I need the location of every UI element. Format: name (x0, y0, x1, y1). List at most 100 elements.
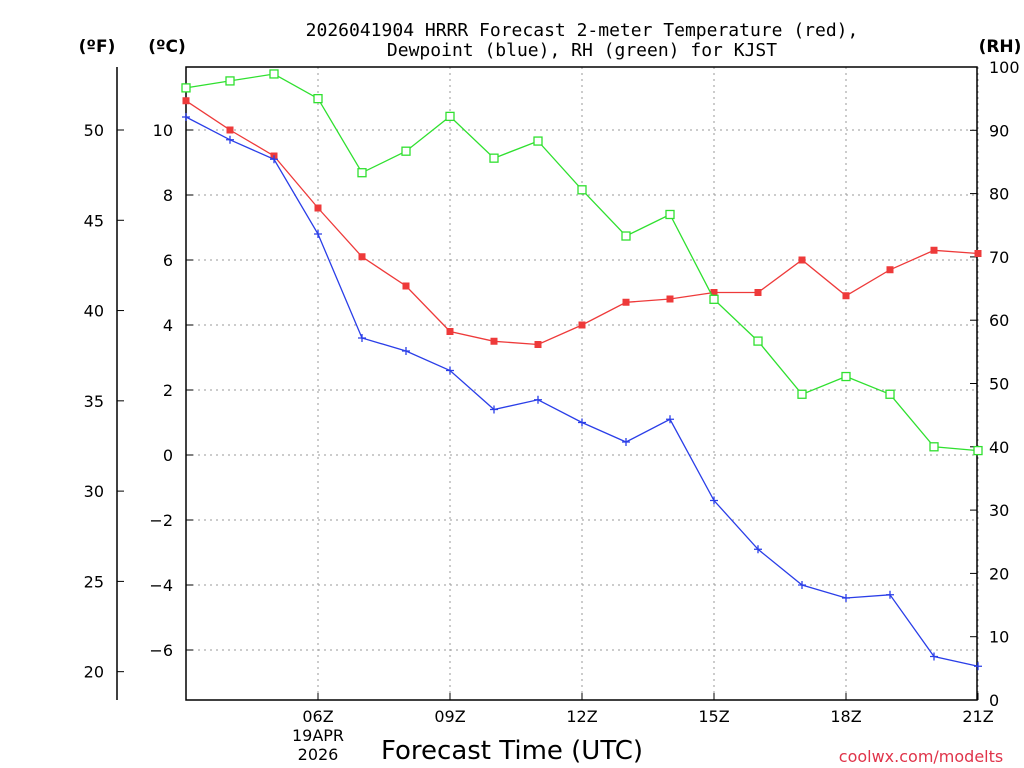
rh-tick-label: 30 (989, 501, 1009, 520)
temperature-point (490, 337, 498, 345)
data-series (181, 69, 983, 671)
fahrenheit-tick-label: 30 (84, 482, 104, 501)
gridlines (186, 67, 979, 700)
fahrenheit-unit-label: (ºF) (79, 37, 116, 57)
temperature-point (754, 289, 762, 296)
year-label: 2026 (298, 745, 339, 764)
dewpoint-point (490, 405, 498, 414)
rh-tick-label: 90 (989, 121, 1009, 140)
temperature-point (710, 289, 718, 296)
fahrenheit-tick-label: 25 (84, 572, 104, 591)
rh-point (753, 336, 763, 346)
temperature-point (930, 246, 938, 254)
rh-tick-label: 100 (989, 58, 1020, 77)
temperature-point (578, 321, 586, 329)
rh-unit-label: (RH) (979, 37, 1022, 57)
fahrenheit-tick-label: 45 (84, 211, 104, 230)
rh-point (225, 76, 235, 86)
rh-point (577, 185, 587, 195)
dewpoint-point (314, 230, 322, 238)
time-tick-label: 18Z (830, 707, 861, 726)
rh-point (313, 94, 323, 104)
celsius-tick-label: 2 (163, 381, 173, 400)
time-tick-label: 21Z (962, 707, 993, 726)
dewpoint-point (182, 113, 190, 121)
dewpoint-point (754, 545, 762, 554)
rh-point (181, 83, 191, 93)
celsius-tick-label: 6 (163, 251, 173, 270)
celsius-tick-label: 0 (163, 446, 173, 465)
rh-tick-label: 40 (989, 438, 1009, 457)
rh-point (929, 442, 939, 452)
temperature-point (842, 292, 850, 300)
x-axis-title: Forecast Time (UTC) (381, 736, 643, 766)
dewpoint-point (578, 418, 586, 427)
celsius-unit-label: (ºC) (148, 37, 186, 57)
time-tick-label: 09Z (434, 707, 465, 726)
rh-point (621, 231, 631, 241)
rh-tick-label: 50 (989, 375, 1009, 394)
temperature-point (798, 256, 806, 264)
rh-point (401, 146, 411, 156)
rh-point (665, 209, 675, 220)
dewpoint-point (402, 347, 410, 355)
temperature-point (622, 298, 630, 306)
temperature-point (226, 126, 234, 134)
temperature-point (534, 341, 542, 348)
rh-point (797, 389, 807, 399)
rh-tick-label: 80 (989, 185, 1009, 204)
celsius-tick-label: −6 (149, 641, 173, 660)
rh-point (533, 136, 543, 146)
fahrenheit-tick-label: 40 (84, 302, 104, 321)
dewpoint-point (446, 366, 454, 375)
dewpoint-point (534, 395, 542, 404)
plot-frame (185, 66, 978, 701)
rh-point (357, 168, 367, 178)
fahrenheit-tick-label: 35 (84, 392, 104, 411)
fahrenheit-axis-ticks: 50 45 40 35 30 25 20 (84, 121, 124, 682)
rh-point (841, 371, 851, 382)
temperature-point (402, 282, 410, 290)
rh-point (445, 111, 455, 122)
rh-tick-label: 70 (989, 248, 1009, 267)
title: 2026041904 HRRR Forecast 2-meter Tempera… (306, 20, 859, 61)
temperature-point (182, 97, 190, 105)
dewpoint-point (886, 590, 894, 599)
dewpoint-point (842, 594, 850, 602)
rh-point (269, 69, 279, 79)
temperature-point (314, 204, 322, 212)
celsius-axis-ticks: 10 8 6 4 2 0 −2 −4 −6 (149, 121, 193, 660)
rh-point (973, 445, 983, 456)
temperature-point (358, 253, 366, 261)
temperature-point (974, 250, 982, 257)
temperature-point (446, 328, 454, 335)
fahrenheit-tick-label: 20 (84, 663, 104, 682)
dewpoint-point (930, 652, 938, 661)
date-label: 19APR (292, 726, 344, 745)
dewpoint-point (798, 581, 806, 589)
celsius-tick-label: 8 (163, 186, 173, 205)
rh-tick-label: 20 (989, 564, 1009, 583)
celsius-tick-label: −2 (149, 511, 173, 530)
dewpoint-point (270, 155, 278, 164)
celsius-tick-label: −4 (149, 576, 173, 595)
time-tick-label: 06Z (302, 707, 333, 726)
dewpoint-point (358, 334, 366, 342)
fahrenheit-tick-label: 50 (84, 121, 104, 140)
time-tick-label: 15Z (698, 707, 729, 726)
axes (116, 66, 978, 701)
time-tick-label: 12Z (566, 707, 597, 726)
celsius-tick-label: 4 (163, 316, 173, 335)
celsius-tick-label: 10 (153, 121, 173, 140)
rh-tick-label: 0 (989, 691, 999, 710)
dewpoint-point (666, 415, 674, 424)
dewpoint-point (622, 438, 630, 446)
dewpoint-point (710, 496, 718, 505)
dewpoint-point (226, 135, 234, 144)
rh-point (885, 389, 895, 399)
title-line-2: Dewpoint (blue), RH (green) for KJST (387, 40, 777, 61)
temperature-point (886, 266, 894, 274)
